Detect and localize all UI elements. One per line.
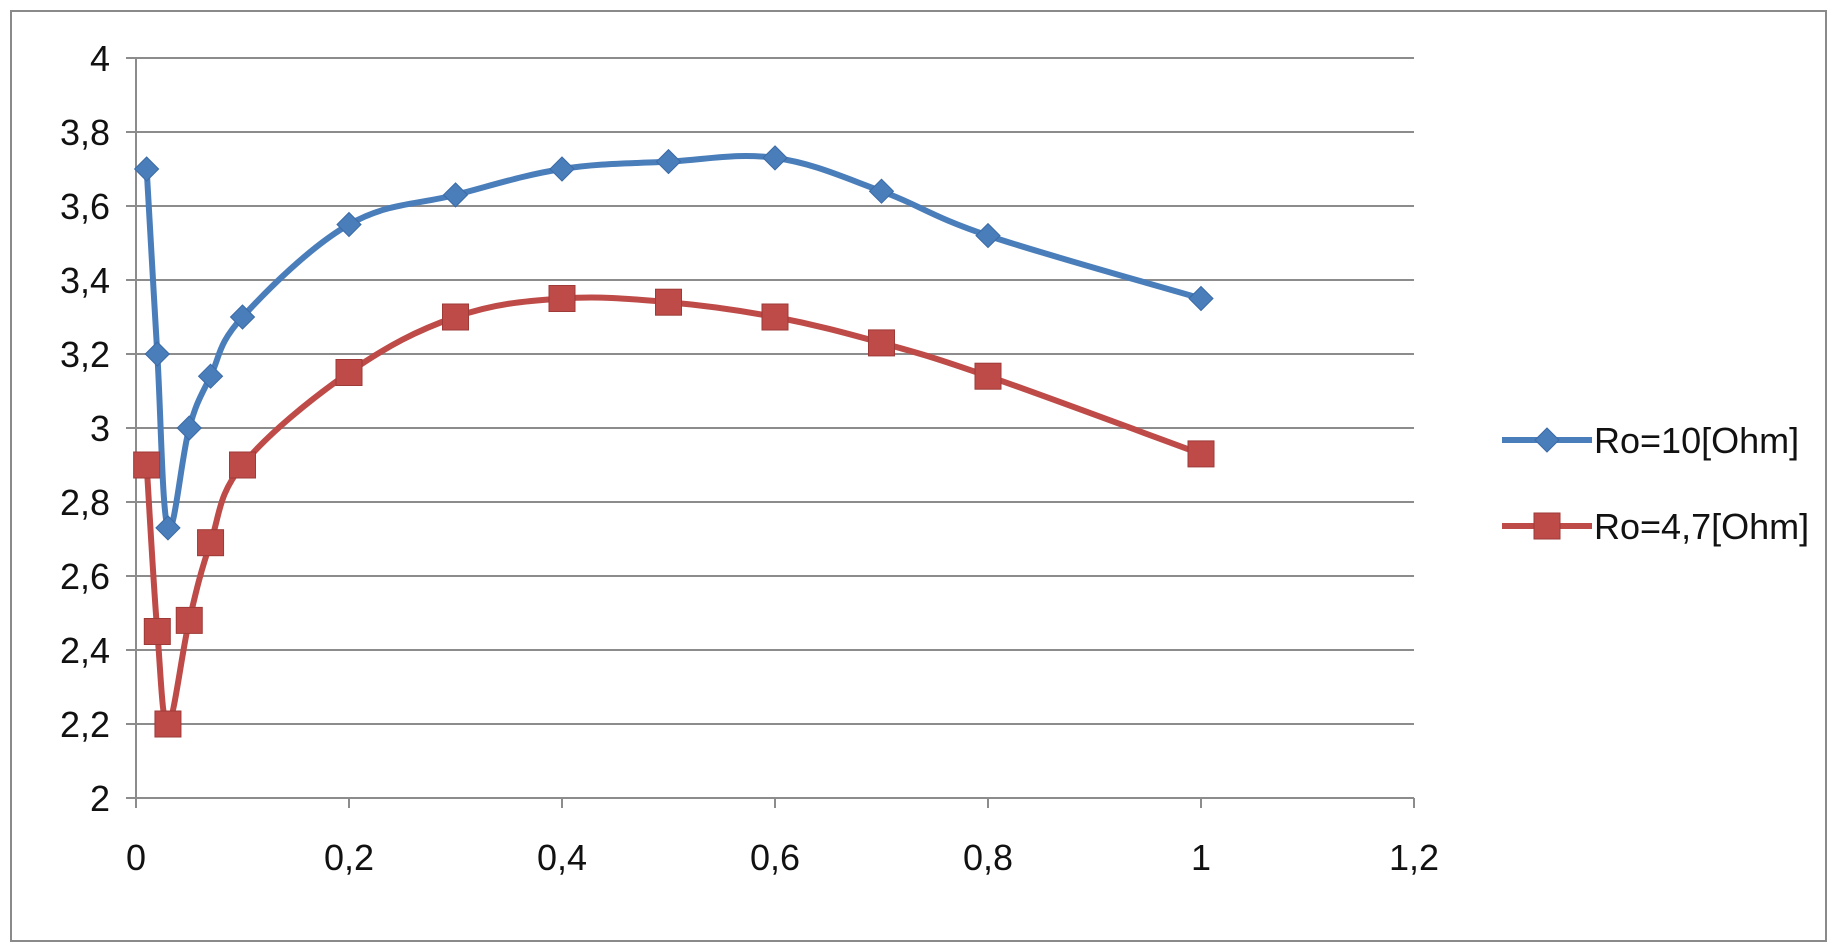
data-point-series-1 [144, 341, 171, 367]
data-point-series-1 [655, 148, 682, 175]
data-point-series-2 [548, 285, 576, 312]
data-point-series-1 [229, 304, 256, 330]
data-point-series-2 [974, 362, 1002, 390]
y-tick-label: 3,4 [60, 260, 110, 301]
x-tick-label: 0,8 [963, 837, 1013, 878]
y-tick-label: 2,4 [60, 630, 110, 671]
data-point-series-1 [336, 211, 362, 238]
data-point-series-1 [197, 363, 224, 389]
series-line-2 [143, 294, 1204, 728]
legend: Ro=10[Ohm] Ro=4,7[Ohm] [1502, 420, 1809, 547]
line-chart: 2 2,2 2,4 2,6 2,8 3 3,2 3,4 3,6 3,8 4 0 0,2 0,4 0,6 0,… [60, 38, 1809, 878]
x-tick-label: 0 [126, 837, 146, 878]
legend-label-1: Ro=10[Ohm] [1594, 420, 1799, 461]
data-point-series-2 [175, 606, 203, 634]
data-point-series-1 [176, 415, 202, 441]
x-tick-label: 1,2 [1389, 837, 1439, 878]
data-point-series-1 [868, 178, 895, 204]
x-tick-label: 0,6 [750, 837, 800, 878]
series-line-1 [143, 152, 1204, 533]
data-point-series-1 [762, 145, 788, 171]
data-point-series-2 [655, 288, 682, 316]
series-lines [143, 152, 1204, 728]
axes [135, 58, 1415, 808]
data-point-series-2 [143, 618, 171, 645]
y-tick-label: 2,6 [60, 556, 110, 597]
data-point-series-2 [197, 529, 225, 557]
gridlines [126, 57, 1414, 799]
data-point-series-1 [155, 515, 181, 541]
data-point-series-2 [1187, 440, 1215, 468]
data-point-series-2 [133, 451, 161, 479]
x-tick-label: 1 [1191, 837, 1211, 878]
y-tick-label: 2,2 [60, 704, 110, 745]
y-tick-label: 2 [90, 778, 110, 819]
data-point-series-2 [229, 451, 256, 479]
y-tick-label: 3,6 [60, 186, 110, 227]
legend-marker-1 [1534, 427, 1560, 453]
x-tick-label: 0,4 [537, 837, 587, 878]
chart-frame: 2 2,2 2,4 2,6 2,8 3 3,2 3,4 3,6 3,8 4 0 0,2 0,4 0,6 0,… [10, 10, 1827, 942]
series-markers [133, 145, 1215, 738]
data-point-series-1 [442, 182, 469, 208]
y-tick-label: 3,2 [60, 334, 110, 375]
legend-marker-2 [1533, 512, 1561, 540]
y-tick-labels: 2 2,2 2,4 2,6 2,8 3 3,2 3,4 3,6 3,8 4 [60, 38, 110, 819]
data-point-series-2 [442, 303, 469, 331]
data-point-series-1 [133, 156, 160, 182]
y-tick-label: 3,8 [60, 112, 110, 153]
data-point-series-1 [549, 156, 575, 182]
data-point-series-2 [868, 329, 895, 357]
x-tick-label: 0,2 [324, 837, 374, 878]
y-tick-label: 2,8 [60, 482, 110, 523]
y-tick-label: 3 [90, 408, 110, 449]
data-point-series-1 [975, 222, 1001, 249]
data-point-series-2 [335, 359, 363, 386]
y-tick-label: 4 [90, 38, 110, 79]
data-point-series-1 [1188, 285, 1214, 312]
legend-label-2: Ro=4,7[Ohm] [1594, 506, 1809, 547]
data-point-series-2 [761, 303, 789, 331]
x-tick-labels: 0 0,2 0,4 0,6 0,8 1 1,2 [126, 837, 1439, 878]
data-point-series-2 [154, 710, 182, 738]
